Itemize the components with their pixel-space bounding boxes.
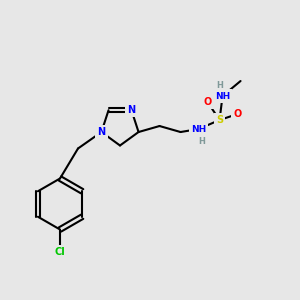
Text: N: N xyxy=(98,127,106,137)
Text: S: S xyxy=(216,115,223,125)
Text: Cl: Cl xyxy=(55,247,65,257)
Text: O: O xyxy=(203,97,212,107)
Text: H: H xyxy=(198,136,205,146)
Text: H: H xyxy=(216,81,223,90)
Text: NH: NH xyxy=(191,124,206,134)
Text: N: N xyxy=(128,105,136,115)
Text: O: O xyxy=(233,109,242,119)
Text: NH: NH xyxy=(215,92,230,100)
